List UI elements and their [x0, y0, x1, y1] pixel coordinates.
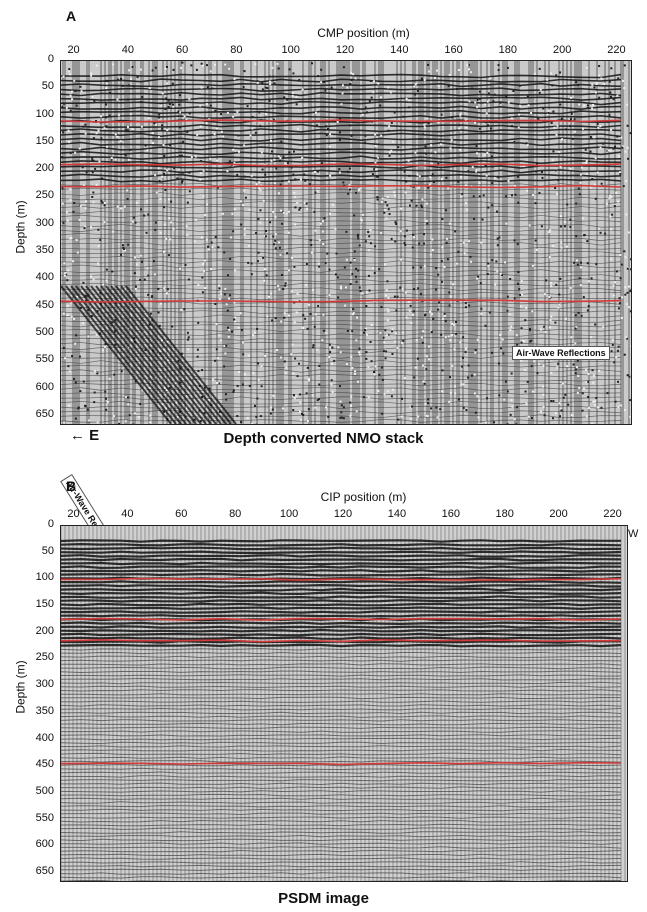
panel-b-y-tick: 350 [35, 704, 54, 717]
horizon-line [61, 163, 622, 167]
panel-a-y-tick: 350 [35, 244, 54, 257]
horizon-line [61, 577, 622, 581]
panel-b-y-tick: 600 [35, 838, 54, 851]
panel-a-air-wave-label-right: Air-Wave Reflections [512, 346, 610, 360]
panel-b-y-tick: 0 [47, 518, 54, 530]
panel-b-x-tick: 160 [441, 508, 460, 520]
panel-a-y-tick: 550 [35, 353, 54, 366]
panel-b-y-tick: 650 [35, 864, 54, 877]
panel-b-x-tick: 20 [67, 508, 80, 520]
horizon-line [61, 119, 622, 123]
panel-b-x-tick: 40 [121, 508, 134, 520]
panel-a-direction: ← E [70, 427, 99, 444]
panel-b-y-tick: 200 [35, 624, 54, 637]
horizon-line [61, 617, 622, 621]
panel-a-x-tick: 140 [390, 44, 409, 56]
panel-b-x-tick: 140 [387, 508, 407, 520]
interpreted-horizons [61, 119, 622, 303]
panel-a-y-tick: 600 [35, 380, 54, 393]
panel-a-y-tick: 50 [41, 80, 54, 93]
panel-b-x-tick: 60 [175, 508, 188, 520]
panel-b-y-tick: 450 [35, 758, 54, 771]
panel-a-x-axis-label: CMP position (m) [317, 26, 410, 40]
panel-a-letter: A [66, 8, 77, 24]
panel-a: A CMP position (m) 20 40 60 80 100 120 140 160 1… [0, 0, 647, 565]
panel-b-seismic-section [60, 525, 628, 882]
panel-b-y-tick: 150 [35, 598, 54, 611]
panel-a-seismic-section [60, 60, 632, 425]
panel-b-y-tick: 550 [35, 811, 54, 824]
panel-b-x-tick: 220 [603, 508, 622, 520]
panel-b-seismic-svg [61, 526, 626, 881]
panel-b-caption: PSDM image [278, 890, 369, 907]
panel-b-y-tick: 500 [35, 784, 54, 797]
panel-a-x-tick: 60 [176, 44, 189, 56]
panel-a-y-tick: 0 [47, 53, 54, 65]
panel-a-x-tick: 120 [335, 44, 355, 56]
air-wave-streaks [61, 285, 237, 424]
panel-b-x-tick: 180 [495, 508, 514, 520]
horizon-line [61, 761, 622, 766]
panel-a-x-tick: 80 [230, 44, 243, 56]
reflector-bands [61, 539, 622, 881]
panel-a-x-tick: 200 [552, 44, 572, 56]
panel-a-y-tick: 200 [35, 162, 54, 175]
panel-b: B CIP position (m) 20 40 60 80 100 120 140 160 1… [0, 470, 647, 912]
panel-a-x-tick: 20 [67, 44, 80, 56]
horizon-line [61, 299, 622, 303]
panel-b-y-tick: 50 [41, 544, 54, 557]
panel-a-seismic-svg [61, 61, 631, 424]
horizon-line [61, 184, 622, 189]
panel-a-y-tick: 450 [35, 298, 54, 311]
panel-b-y-tick: 300 [35, 678, 54, 691]
panel-a-caption: Depth converted NMO stack [223, 430, 424, 447]
panel-b-x-tick: 200 [549, 508, 568, 520]
panel-b-x-tick: 80 [229, 508, 242, 520]
panel-b-edge-mark: W [628, 528, 639, 540]
interpreted-horizons [61, 577, 622, 766]
panel-a-direction-label: E [89, 427, 100, 444]
panel-a-x-tick: 100 [281, 44, 300, 56]
panel-a-y-tick: 150 [35, 134, 54, 147]
panel-b-x-tick: 100 [279, 508, 299, 520]
panel-a-x-tick: 40 [121, 44, 134, 56]
horizon-line [61, 639, 622, 643]
panel-a-y-tick: 300 [35, 216, 54, 229]
panel-b-x-axis-label: CIP position (m) [320, 490, 407, 504]
panel-b-y-tick: 400 [35, 731, 54, 744]
panel-a-y-tick: 100 [35, 107, 54, 120]
panel-b-x-tick: 120 [333, 508, 353, 520]
panel-a-y-tick: 650 [35, 407, 54, 420]
panel-a-y-tick: 500 [35, 325, 54, 338]
panel-a-y-tick: 400 [35, 271, 54, 284]
panel-a-x-tick: 160 [444, 44, 463, 56]
left-arrow-icon: ← [70, 427, 85, 444]
panel-a-x-tick: 180 [498, 44, 518, 56]
panel-b-letter: B [66, 478, 77, 494]
panel-a-x-tick: 220 [607, 44, 626, 56]
panel-a-y-tick: 250 [35, 189, 54, 202]
panel-b-y-tick: 250 [35, 651, 54, 664]
panel-b-y-tick: 100 [35, 571, 54, 584]
noise-speckle [61, 61, 631, 424]
